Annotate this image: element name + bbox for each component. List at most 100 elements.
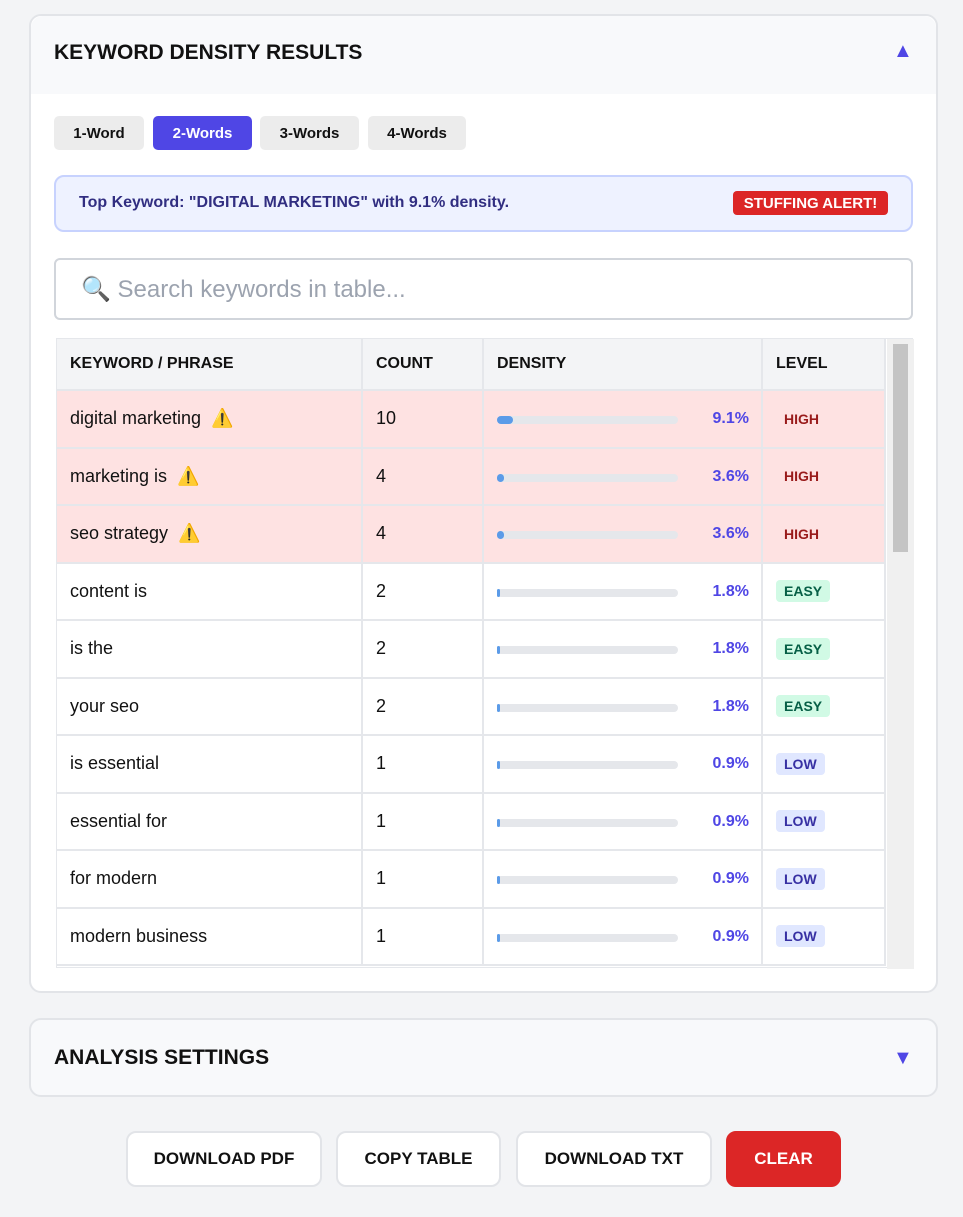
level-cell: EASY [763, 678, 886, 736]
search-input[interactable]: 🔍 Search keywords in table... [54, 258, 913, 320]
density-value: 1.8% [712, 582, 749, 600]
keyword: is the [70, 638, 114, 659]
keyword-cell: your seo [57, 678, 363, 736]
keyword: essential for [70, 810, 168, 831]
level-badge: LOW [776, 810, 825, 833]
count-cell: 1 [363, 793, 484, 851]
density-value: 1.8% [712, 697, 749, 715]
expand-toggle[interactable]: ▼ [893, 1047, 913, 1069]
count-cell: 10 [363, 391, 484, 449]
level-cell: LOW [763, 736, 886, 794]
tab[interactable]: 1-Word [54, 116, 144, 150]
results-header[interactable] [31, 16, 936, 94]
level-cell: HIGH [763, 448, 886, 506]
level-cell: EASY [763, 563, 886, 621]
warning-icon: ⚠️ [177, 465, 200, 486]
scroll-thumb[interactable] [893, 344, 908, 552]
settings-card[interactable] [29, 1018, 938, 1097]
density-value: 0.9% [712, 870, 749, 887]
keyword: is essential [70, 753, 160, 774]
action-button[interactable]: CLEAR [726, 1131, 841, 1187]
column-header: DENSITY [484, 339, 763, 391]
warning-icon: ⚠️ [211, 408, 234, 429]
level-cell: LOW [763, 851, 886, 909]
density-track [497, 473, 678, 482]
level-badge: HIGH [784, 525, 819, 542]
level-badge: LOW [776, 752, 825, 775]
tab[interactable]: 3-Words [260, 116, 359, 150]
density-bar [497, 933, 500, 942]
density-bar [497, 416, 514, 424]
count-cell: 1 [363, 851, 484, 909]
tab[interactable]: 4-Words [368, 116, 466, 150]
keyword-cell: is the [57, 621, 363, 679]
level-badge: EASY [776, 637, 831, 660]
count-cell: 2 [363, 563, 484, 621]
density-bar [497, 531, 504, 539]
density-bar [497, 703, 501, 712]
keyword: modern business [70, 925, 208, 946]
keyword-cell: for modern [57, 851, 363, 909]
keyword-cell: is essential [57, 736, 363, 794]
density-value: 3.6% [712, 467, 749, 485]
density-bar [497, 761, 500, 769]
keyword: for modern [70, 868, 158, 889]
warning-icon: ⚠️ [178, 523, 201, 544]
keyword: seo strategy [70, 523, 169, 544]
keyword-cell: essential for [57, 793, 363, 851]
action-button[interactable]: COPY TABLE [336, 1131, 501, 1187]
density-track [497, 588, 678, 597]
level-cell: HIGH [763, 506, 886, 564]
level-cell: LOW [763, 908, 886, 966]
keyword-cell: seo strategy ⚠️ [57, 506, 363, 564]
column-header: COUNT [363, 339, 484, 391]
summary-text: Top Keyword: "DIGITAL MARKETING" with 9.… [79, 194, 510, 211]
count-cell: 4 [363, 448, 484, 506]
density-value: 0.9% [712, 812, 749, 830]
level-badge: HIGH [784, 410, 819, 427]
count-cell: 2 [363, 621, 484, 679]
keyword-cell: modern business [57, 908, 363, 966]
action-button[interactable]: DOWNLOAD PDF [126, 1131, 322, 1187]
level-cell: HIGH [763, 391, 886, 449]
column-header: KEYWORD / PHRASE [57, 339, 363, 391]
keyword: marketing is [70, 465, 168, 486]
count-cell: 1 [363, 908, 484, 966]
density-track [497, 876, 678, 884]
results-title: KEYWORD DENSITY RESULTS [54, 41, 363, 64]
density-track [497, 703, 678, 712]
keyword: digital marketing [70, 408, 202, 429]
density-bar [497, 876, 500, 884]
density-track [497, 531, 678, 539]
density-bar [497, 473, 504, 482]
keyword-cell: content is [57, 563, 363, 621]
density-value: 0.9% [712, 927, 749, 945]
density-value: 1.8% [712, 640, 749, 657]
column-header: LEVEL [763, 339, 886, 391]
density-value: 0.9% [712, 755, 749, 772]
keyword: your seo [70, 695, 140, 716]
keyword-cell: digital marketing ⚠️ [57, 391, 363, 449]
keyword-cell: marketing is ⚠️ [57, 448, 363, 506]
density-value: 9.1% [712, 410, 749, 427]
level-badge: HIGH [784, 468, 819, 485]
level-badge: LOW [776, 925, 825, 948]
keyword: content is [70, 580, 148, 601]
collapse-toggle[interactable]: ▲ [893, 40, 913, 62]
count-cell: 2 [363, 678, 484, 736]
tab[interactable]: 2-Words [153, 116, 252, 150]
level-badge: EASY [776, 580, 831, 603]
density-track [497, 646, 678, 654]
density-value: 3.6% [712, 525, 749, 542]
density-track [497, 761, 678, 769]
density-bar [497, 646, 501, 654]
count-cell: 4 [363, 506, 484, 564]
density-track [497, 818, 678, 827]
level-badge: EASY [776, 695, 831, 718]
action-button[interactable]: DOWNLOAD TXT [516, 1131, 712, 1187]
settings-title: ANALYSIS SETTINGS [54, 1046, 270, 1069]
density-track [497, 933, 678, 942]
level-cell: EASY [763, 621, 886, 679]
density-track [497, 416, 678, 424]
